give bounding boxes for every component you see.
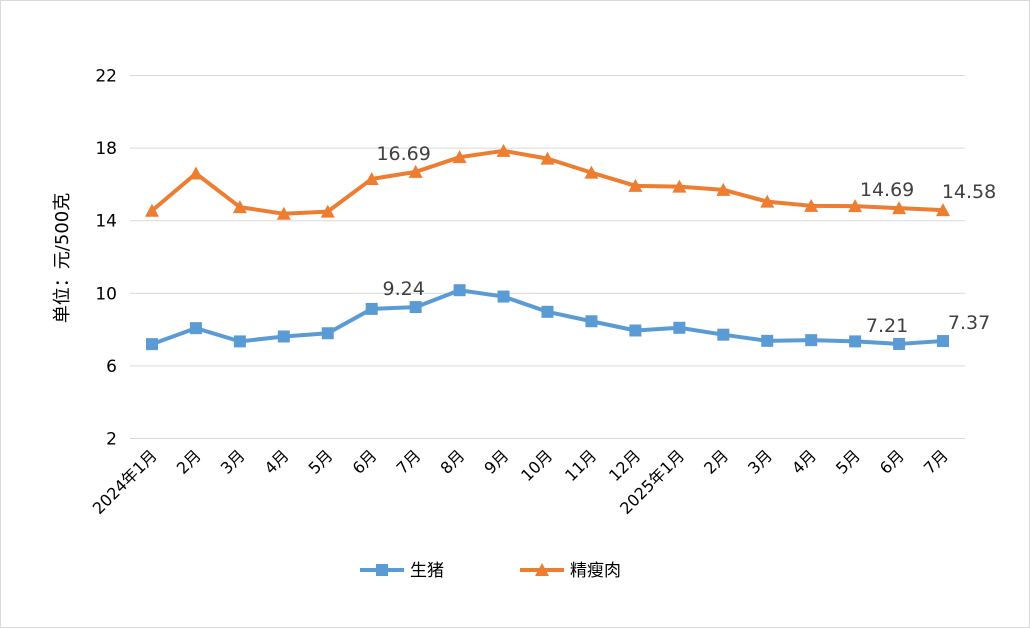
data-point — [629, 324, 642, 337]
data-point — [232, 200, 247, 214]
y-axis-label: 单位：元/500克 — [52, 193, 73, 323]
data-point — [584, 165, 599, 179]
data-point — [540, 151, 555, 165]
data-point — [276, 206, 291, 220]
data-point — [717, 328, 730, 341]
x-tick-label: 5月 — [832, 446, 864, 478]
data-point — [145, 338, 158, 351]
y-axis-ticks: 2 6 10 14 18 22 — [95, 67, 117, 450]
x-tick-label: 12月 — [605, 446, 644, 485]
x-tick-label: 10月 — [517, 446, 556, 485]
data-point — [277, 330, 290, 343]
data-point — [804, 198, 819, 212]
data-point — [188, 166, 203, 180]
data-label: 16.69 — [376, 143, 430, 165]
data-point — [673, 321, 686, 334]
gridlines — [130, 75, 965, 439]
data-point — [497, 290, 510, 303]
data-point — [760, 194, 775, 208]
y-tick-label: 22 — [95, 67, 117, 87]
data-label: 9.24 — [383, 278, 425, 300]
data-point — [365, 302, 378, 315]
data-point — [937, 335, 950, 348]
y-tick-label: 18 — [95, 139, 117, 159]
y-tick-label: 14 — [95, 212, 117, 232]
x-tick-label: 7月 — [920, 446, 952, 478]
legend: 生猪 精瘦肉 — [360, 561, 621, 581]
x-tick-label: 3月 — [744, 446, 776, 478]
data-label: 7.21 — [866, 315, 908, 337]
data-point — [716, 182, 731, 196]
y-tick-label: 2 — [106, 430, 117, 450]
data-point — [849, 335, 862, 348]
data-point — [453, 284, 466, 297]
data-point — [848, 199, 863, 213]
x-tick-label: 8月 — [436, 446, 468, 478]
data-point — [496, 143, 511, 157]
data-point — [144, 203, 159, 217]
data-point — [320, 204, 335, 218]
x-tick-label: 4月 — [788, 446, 820, 478]
data-point — [321, 327, 334, 340]
data-point — [409, 301, 422, 314]
data-label: 14.58 — [942, 181, 996, 203]
y-tick-label: 6 — [106, 357, 117, 377]
data-point — [452, 150, 467, 164]
series-2 — [144, 143, 951, 220]
data-point — [936, 203, 951, 217]
x-tick-label: 2月 — [173, 446, 205, 478]
legend-item: 生猪 — [360, 561, 444, 581]
x-tick-label: 5月 — [305, 446, 337, 478]
data-label: 7.37 — [948, 312, 990, 334]
data-point — [893, 337, 906, 350]
y-tick-label: 10 — [95, 284, 117, 304]
x-tick-label: 7月 — [393, 446, 425, 478]
legend-label: 精瘦肉 — [570, 561, 621, 581]
data-point — [628, 178, 643, 192]
data-point — [233, 335, 246, 348]
data-point — [541, 305, 554, 318]
data-point — [408, 164, 423, 178]
data-labels: 9.24 7.21 7.37 16.69 14.69 14.58 — [376, 143, 996, 337]
data-point — [189, 322, 202, 335]
x-tick-label: 3月 — [217, 446, 249, 478]
x-tick-label: 2月 — [700, 446, 732, 478]
legend-item: 精瘦肉 — [520, 561, 621, 581]
legend-label: 生猪 — [410, 561, 444, 581]
legend-marker — [535, 563, 549, 576]
x-tick-label: 2024年1月 — [89, 446, 161, 518]
data-point — [672, 179, 687, 193]
series-1 — [145, 284, 950, 351]
data-point — [364, 171, 379, 185]
data-point — [892, 201, 907, 215]
x-tick-label: 6月 — [349, 446, 381, 478]
series-group — [144, 143, 951, 351]
x-tick-label: 11月 — [561, 446, 600, 485]
legend-marker — [376, 564, 388, 576]
data-point — [585, 315, 598, 328]
data-point — [805, 334, 818, 347]
x-tick-label: 6月 — [876, 446, 908, 478]
data-point — [761, 334, 774, 347]
data-label: 14.69 — [860, 179, 914, 201]
x-tick-label: 4月 — [261, 446, 293, 478]
x-tick-label: 9月 — [480, 446, 512, 478]
